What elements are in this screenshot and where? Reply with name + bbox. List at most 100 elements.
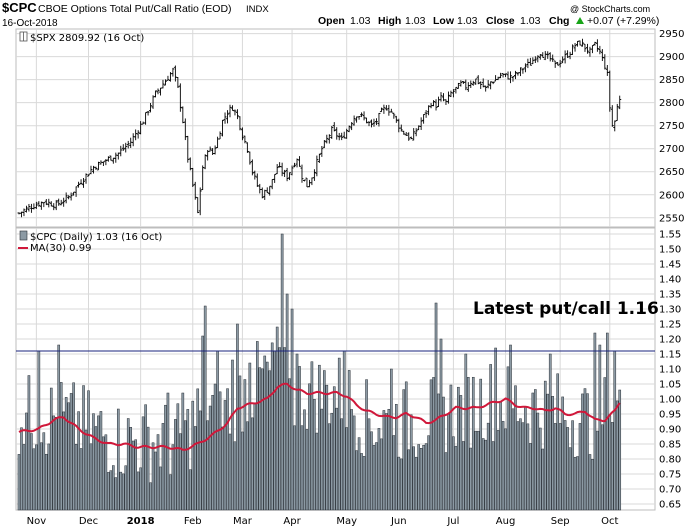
putcall-bar (248, 362, 252, 511)
putcall-bar (323, 370, 326, 511)
putcall-bar (501, 421, 505, 511)
putcall-bar (124, 465, 128, 511)
putcall-bar (84, 429, 88, 511)
putcall-bar (608, 415, 612, 511)
putcall-bar (561, 396, 564, 511)
putcall-bar (161, 423, 165, 511)
chg-label: Chg (549, 15, 569, 27)
putcall-bar (610, 422, 614, 511)
putcall-bar (25, 412, 28, 511)
putcall-y-tick: 0.95 (659, 410, 681, 421)
putcall-bar (543, 380, 547, 511)
putcall-bar (399, 458, 403, 511)
putcall-bar (350, 409, 353, 511)
putcall-bar (315, 432, 319, 511)
putcall-bar (340, 418, 344, 511)
putcall-y-tick: 1.15 (659, 350, 681, 361)
putcall-bar (347, 370, 351, 511)
open-label: Open (318, 15, 345, 27)
putcall-bar (265, 361, 269, 511)
chart-exchange: INDX (246, 4, 269, 15)
putcall-bar (476, 430, 480, 511)
putcall-bar (121, 473, 125, 511)
putcall-bar (109, 470, 113, 511)
putcall-bar (397, 456, 401, 511)
putcall-legend: $CPC (Daily) 1.03 (16 Oct) MA(30) 0.99 (18, 230, 162, 254)
putcall-bar (40, 442, 43, 511)
putcall-bar (131, 440, 135, 511)
putcall-bar (30, 433, 33, 511)
putcall-bar (566, 427, 569, 511)
putcall-bar (89, 443, 93, 511)
price-y-axis: 2550 2600 2650 2700 2750 2800 2850 2900 2950 (659, 29, 684, 224)
putcall-bar (387, 408, 391, 511)
putcall-bar (285, 293, 289, 511)
putcall-bar (231, 359, 234, 511)
price-y-tick: 2850 (659, 75, 684, 86)
putcall-bar (449, 384, 453, 511)
putcall-bar (213, 383, 217, 511)
putcall-bar (64, 397, 68, 511)
putcall-bar (305, 429, 309, 511)
x-tick-label: Dec (79, 516, 98, 527)
putcall-bar (352, 415, 356, 511)
putcall-bar (174, 419, 177, 511)
putcall-bar (464, 353, 468, 511)
putcall-bar (524, 406, 527, 511)
putcall-bar (462, 441, 465, 511)
putcall-bar (134, 439, 137, 511)
putcall-bar (283, 347, 286, 511)
close-label: Close (486, 15, 515, 27)
putcall-bar (260, 368, 264, 511)
putcall-bar (146, 426, 150, 511)
x-tick-label: Feb (184, 516, 202, 527)
putcall-bar (345, 427, 348, 511)
annotation-label: Latest put/call 1.16 (473, 299, 659, 319)
x-tick-label: Sep (551, 516, 570, 527)
chart-name: CBOE Options Total Put/Call Ratio (EOD) (38, 3, 232, 15)
putcall-bar (203, 305, 207, 511)
putcall-bar (380, 438, 383, 511)
x-tick-label: Jun (390, 516, 407, 527)
putcall-bar (188, 469, 192, 511)
putcall-bar (151, 442, 155, 511)
putcall-bar (427, 435, 430, 511)
putcall-bar (293, 425, 296, 511)
putcall-bar (491, 441, 495, 511)
putcall-bar (586, 393, 589, 511)
putcall-legend-label: $CPC (Daily) 1.03 (16 Oct) (30, 232, 162, 243)
putcall-bar (198, 410, 202, 511)
putcall-bar (452, 436, 455, 511)
putcall-bar (129, 427, 133, 511)
putcall-bar (618, 389, 622, 511)
putcall-bar (531, 392, 535, 511)
putcall-bar (362, 456, 366, 511)
putcall-bar (141, 416, 145, 511)
putcall-bar (541, 448, 545, 511)
putcall-bar (186, 409, 190, 511)
putcall-bar (568, 447, 572, 511)
putcall-bar (218, 391, 222, 511)
putcall-bar (308, 383, 311, 511)
putcall-bar (156, 434, 160, 511)
putcall-bar (370, 431, 373, 511)
putcall-y-tick: 1.00 (659, 395, 681, 406)
chg-value: +0.07 (+7.29%) (587, 15, 659, 27)
putcall-bar (79, 448, 83, 511)
putcall-bar (238, 375, 242, 511)
putcall-bar (22, 444, 26, 511)
putcall-bar (355, 450, 358, 511)
putcall-bar (402, 389, 406, 511)
putcall-bar (243, 379, 247, 511)
putcall-bar (573, 456, 577, 511)
putcall-bar (514, 385, 517, 511)
putcall-bar (434, 302, 438, 511)
putcall-bar (20, 427, 23, 511)
putcall-bar (591, 459, 594, 511)
price-y-tick: 2650 (659, 167, 684, 178)
putcall-bar (69, 393, 73, 511)
putcall-bar (581, 393, 584, 511)
putcall-bar (404, 381, 408, 511)
putcall-bar (290, 308, 294, 511)
putcall-bar (615, 400, 619, 511)
